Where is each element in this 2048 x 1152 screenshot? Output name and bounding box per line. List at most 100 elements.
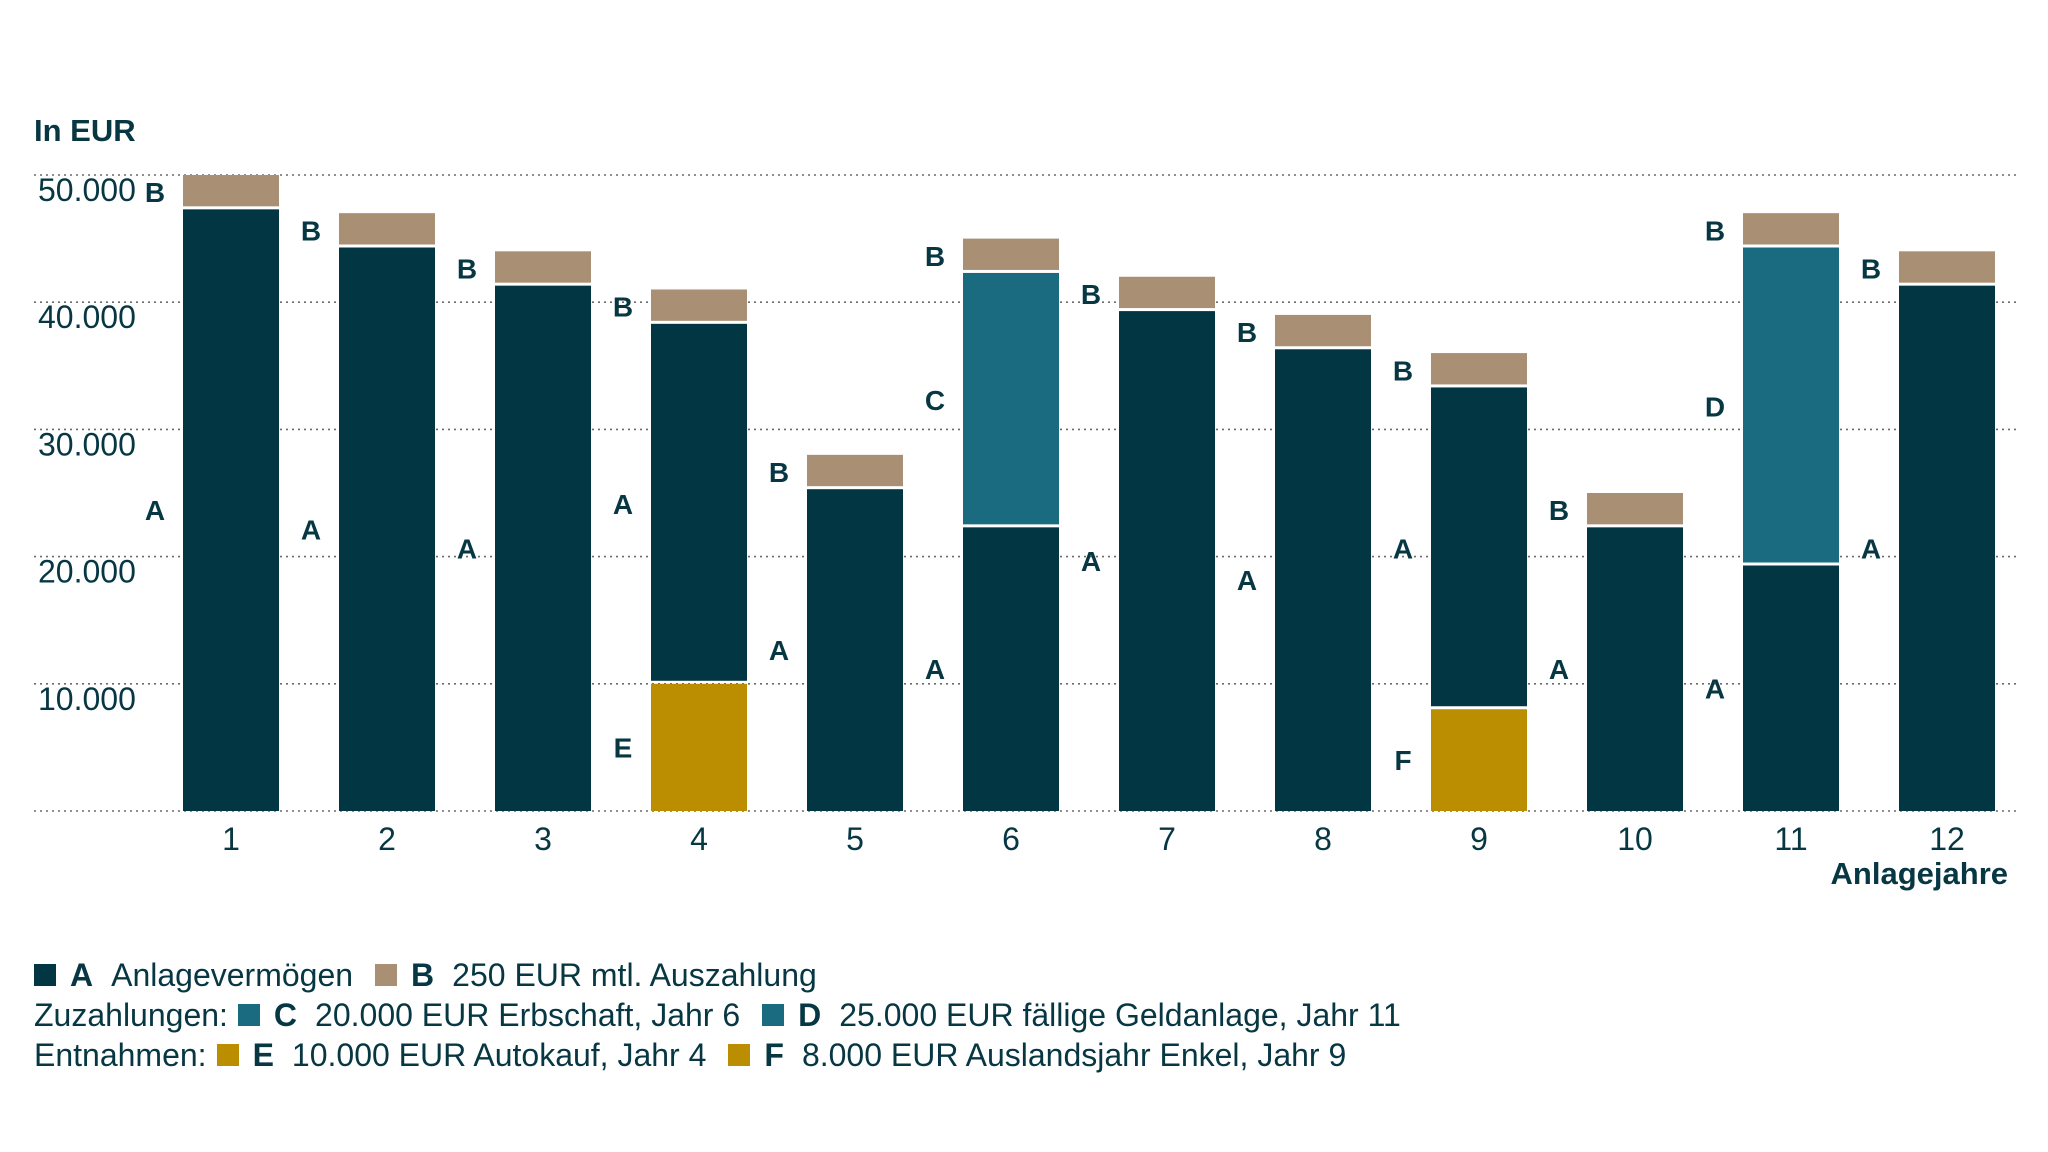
legend-text-a: Anlagevermögen <box>111 957 354 993</box>
y-tick-labels: 10.000 20.000 30.000 40.000 50.000 <box>38 172 136 717</box>
legend-key-f: F <box>764 1037 784 1073</box>
x-tick-label: 7 <box>1158 821 1176 857</box>
bar-segment-d <box>1743 247 1839 563</box>
bar-segment-b <box>807 454 903 487</box>
bar-segment-a <box>1275 349 1371 811</box>
bar-segment-a <box>183 209 279 811</box>
bar-segment-a <box>339 247 435 811</box>
legend: A Anlagevermögen B 250 EUR mtl. Auszahlu… <box>34 955 1423 1075</box>
legend-swatch-a <box>34 964 56 986</box>
y-tick-label: 20.000 <box>38 554 136 590</box>
bar-segment-b <box>1587 493 1683 525</box>
x-tick-label: 4 <box>690 821 708 857</box>
bars: A B A B A B E A B A B A C B A B A B F A B A B A D B A B <box>145 175 1995 811</box>
bar-segment-c <box>963 272 1059 525</box>
x-tick-label: 11 <box>1774 821 1807 857</box>
x-tick-label: 1 <box>222 821 240 857</box>
segment-label-b: B <box>145 177 165 208</box>
segment-label-b: B <box>1861 253 1881 284</box>
y-tick-label: 50.000 <box>38 172 136 208</box>
bar-segment-b <box>651 289 747 321</box>
segment-label-a: A <box>613 489 633 520</box>
y-tick-label: 40.000 <box>38 299 136 335</box>
segment-label-a: A <box>145 495 165 526</box>
legend-key-e: E <box>252 1037 274 1073</box>
segment-label-d: D <box>1705 392 1725 423</box>
legend-key-c: C <box>273 997 298 1033</box>
segment-label-b: B <box>613 292 633 323</box>
legend-row-1: A Anlagevermögen B 250 EUR mtl. Auszahlu… <box>34 955 1423 995</box>
segment-label-a: A <box>1393 533 1413 564</box>
legend-row-3: Entnahmen: E 10.000 EUR Autokauf, Jahr 4… <box>34 1035 1423 1075</box>
legend-key-a: A <box>70 957 94 993</box>
x-axis-title: Anlagejahre <box>1831 856 2008 891</box>
bar-segment-e <box>651 683 747 811</box>
bar-segment-b <box>1743 213 1839 245</box>
segment-label-b: B <box>301 215 321 246</box>
legend-swatch-d <box>762 1004 785 1026</box>
segment-label-a: A <box>457 533 477 564</box>
bar-segment-b <box>963 238 1059 270</box>
legend-swatch-c <box>237 1004 260 1026</box>
bar-segment-a <box>1119 311 1215 811</box>
legend-row-2: Zuzahlungen: C 20.000 EUR Erbschaft, Jah… <box>34 995 1423 1035</box>
legend-text-e: 10.000 EUR Autokauf, Jahr 4 <box>291 1037 707 1073</box>
segment-label-e: E <box>614 732 633 763</box>
segment-label-b: B <box>925 241 945 272</box>
segment-label-a: A <box>1081 546 1101 577</box>
bar-segment-a <box>807 489 903 811</box>
segment-label-a: A <box>1237 565 1257 596</box>
x-tick-label: 5 <box>846 821 864 857</box>
bar-segment-b <box>1899 251 1995 283</box>
segment-label-a: A <box>1549 654 1569 685</box>
legend-swatch-e <box>216 1044 239 1066</box>
legend-text-c: 20.000 EUR Erbschaft, Jahr 6 <box>315 997 741 1033</box>
y-tick-label: 10.000 <box>38 681 136 717</box>
legend-text-d: 25.000 EUR fällige Geldanlage, Jahr 11 <box>839 997 1401 1033</box>
segment-label-b: B <box>1393 355 1413 386</box>
segment-label-b: B <box>1081 279 1101 310</box>
x-tick-labels: 1 2 3 4 5 6 7 8 9 10 11 12 <box>222 821 1965 857</box>
x-tick-label: 12 <box>1929 821 1965 857</box>
bar-segment-a <box>651 323 747 681</box>
bar-segment-f <box>1431 709 1527 811</box>
bar-segment-a <box>1587 527 1683 811</box>
x-tick-label: 9 <box>1470 821 1488 857</box>
x-tick-label: 3 <box>534 821 552 857</box>
legend-key-b: B <box>411 957 435 993</box>
bar-segment-a <box>1431 387 1527 707</box>
segment-label-b: B <box>457 253 477 284</box>
bar-segment-a <box>495 285 591 811</box>
x-tick-label: 6 <box>1002 821 1020 857</box>
segment-label-f: F <box>1394 745 1411 776</box>
legend-key-d: D <box>798 997 822 1033</box>
x-tick-label: 8 <box>1314 821 1332 857</box>
segment-label-b: B <box>1549 495 1569 526</box>
bar-segment-b <box>1119 276 1215 309</box>
bar-segment-b <box>495 251 591 283</box>
segment-label-a: A <box>1705 673 1725 704</box>
bar-segment-b <box>1275 314 1371 347</box>
x-tick-label: 10 <box>1617 821 1653 857</box>
bar-segment-a <box>1899 285 1995 811</box>
legend-prefix-entnahmen: Entnahmen: <box>34 1037 207 1073</box>
y-tick-label: 30.000 <box>38 426 136 462</box>
legend-text-f: 8.000 EUR Auslandsjahr Enkel, Jahr 9 <box>801 1037 1347 1073</box>
bar-segment-b <box>339 213 435 245</box>
segment-label-c: C <box>925 385 945 416</box>
segment-label-a: A <box>769 635 789 666</box>
segment-label-a: A <box>925 654 945 685</box>
segment-label-a: A <box>301 514 321 545</box>
segment-label-b: B <box>1237 317 1257 348</box>
legend-swatch-b <box>375 964 398 986</box>
legend-prefix-zuzahlungen: Zuzahlungen: <box>34 997 228 1033</box>
bar-segment-b <box>183 175 279 207</box>
bar-segment-a <box>963 527 1059 811</box>
x-tick-label: 2 <box>378 821 396 857</box>
bar-segment-b <box>1431 353 1527 385</box>
legend-text-b: 250 EUR mtl. Auszahlung <box>452 957 817 993</box>
y-axis-title: In EUR <box>34 113 136 148</box>
segment-label-b: B <box>1705 215 1725 246</box>
segment-label-a: A <box>1861 533 1881 564</box>
